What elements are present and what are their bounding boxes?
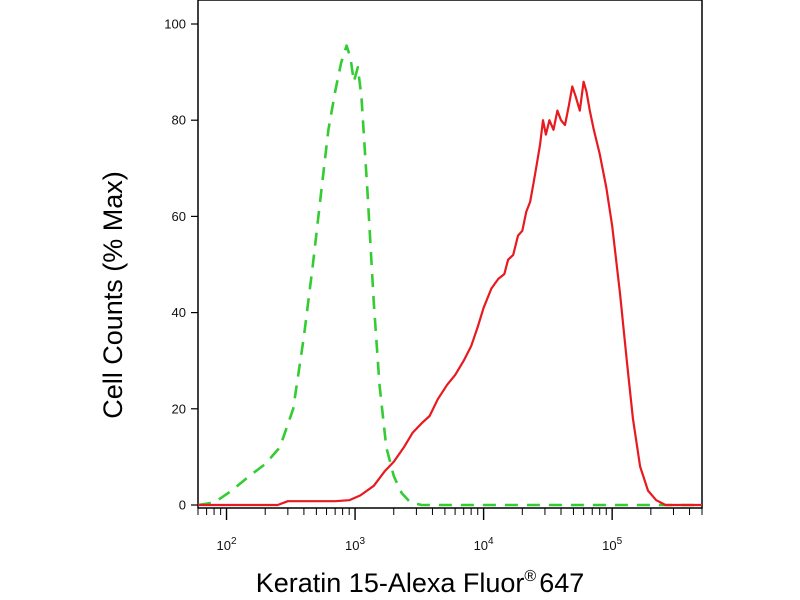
x-axis: 102 103 104 105 xyxy=(197,508,703,553)
x-axis-title: Keratin 15-Alexa Fluor® 647 xyxy=(256,568,585,598)
y-tick-label: 20 xyxy=(172,401,186,416)
series-line-dashed xyxy=(197,44,702,507)
x-tick-label-exponent: 4 xyxy=(488,536,494,547)
x-tick-label-base: 10 xyxy=(345,538,359,553)
x-tick-label: 102 xyxy=(217,536,237,553)
x-tick-label-exponent: 3 xyxy=(360,536,366,547)
x-tick-label-base: 10 xyxy=(217,538,231,553)
series-layer xyxy=(197,44,702,507)
y-tick-label: 0 xyxy=(179,498,186,513)
x-tick-label: 103 xyxy=(345,536,365,553)
x-tick-label-exponent: 2 xyxy=(231,536,237,547)
plot-frame xyxy=(197,0,703,509)
x-tick-label-base: 10 xyxy=(474,538,488,553)
x-axis-title-registered-mark: ® xyxy=(524,568,536,585)
y-axis: 0 20 40 60 80 100 xyxy=(164,17,198,513)
y-tick-label: 100 xyxy=(164,17,186,32)
y-axis-title: Cell Counts (% Max) xyxy=(98,171,128,419)
x-axis-title-suffix: 647 xyxy=(539,568,584,598)
x-tick-label: 104 xyxy=(474,536,494,553)
y-tick-label: 40 xyxy=(172,305,186,320)
series-line-solid xyxy=(198,80,702,507)
x-tick-label-base: 10 xyxy=(602,538,616,553)
y-tick-label: 80 xyxy=(172,113,186,128)
x-tick-label: 105 xyxy=(602,536,622,553)
x-axis-title-main: Keratin 15-Alexa Fluor xyxy=(256,568,525,598)
x-tick-label-exponent: 5 xyxy=(617,536,623,547)
y-tick-label: 60 xyxy=(172,209,186,224)
